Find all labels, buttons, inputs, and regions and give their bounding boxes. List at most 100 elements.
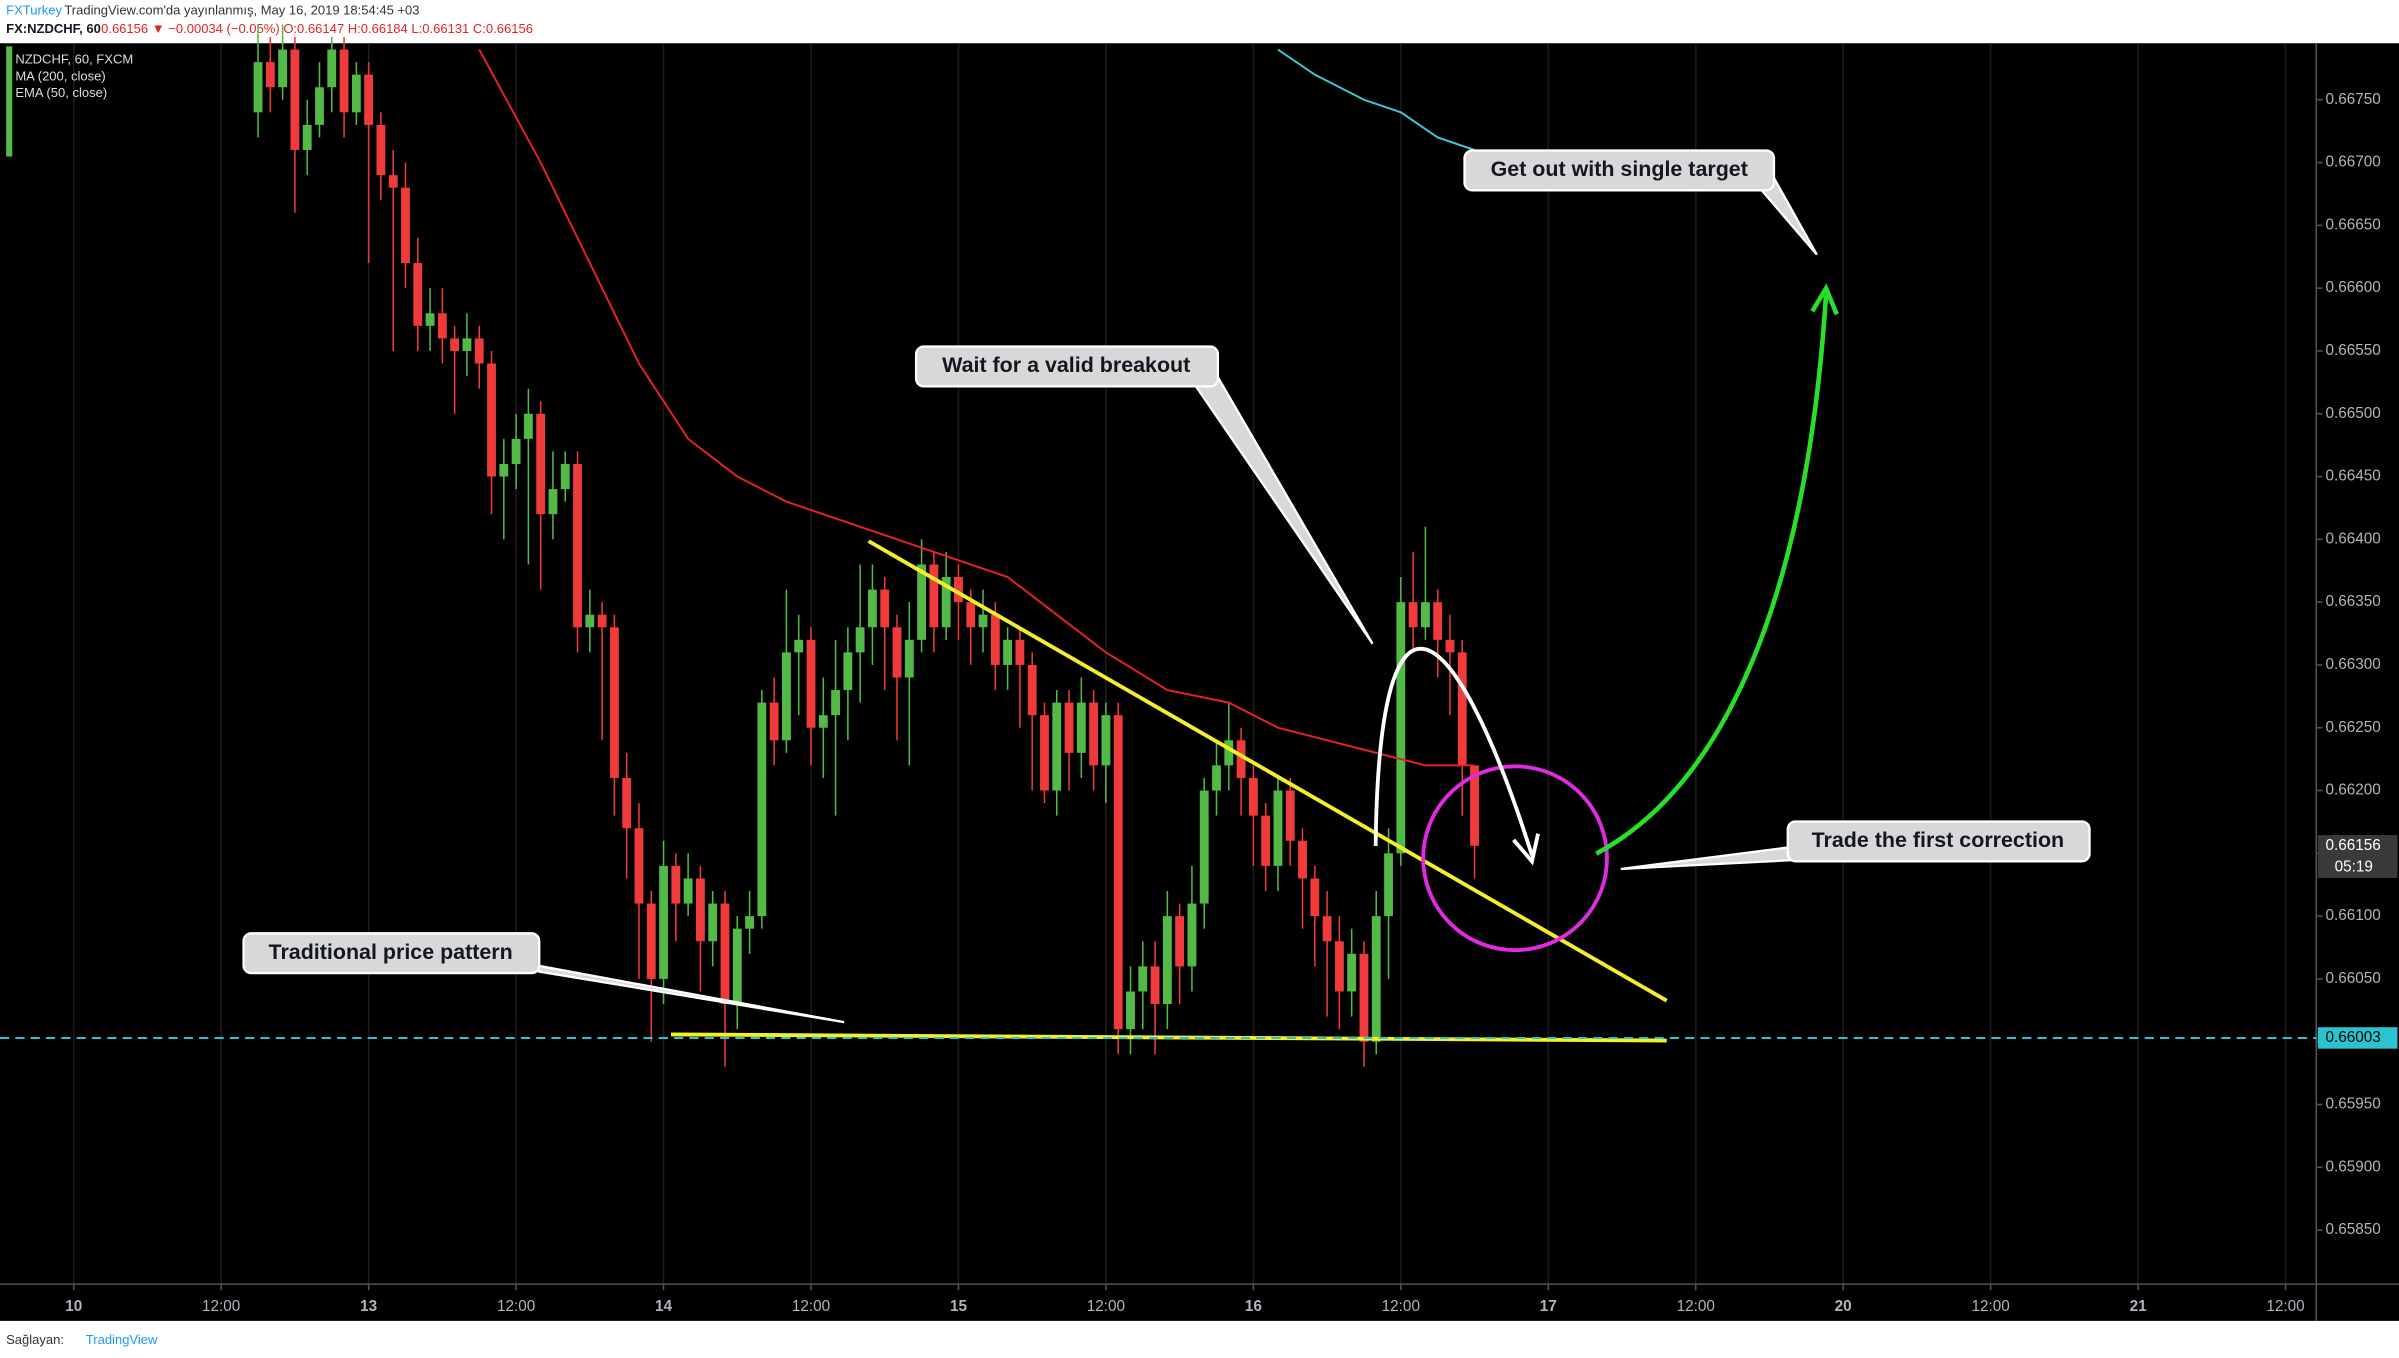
candle-body (1175, 916, 1185, 967)
callout-text: Wait for a valid breakout (942, 353, 1190, 377)
candle-body (1248, 777, 1258, 816)
candle-body (1261, 815, 1271, 866)
target-arrow (1595, 294, 1829, 856)
candle-body (1359, 953, 1369, 1042)
candle-body (425, 313, 435, 326)
candle-body (1187, 903, 1197, 967)
candle-body (1236, 740, 1246, 778)
callout-text: Get out with single target (1491, 157, 1748, 181)
footer-brand: TradingView (86, 1332, 158, 1347)
x-tick-label: 13 (360, 1298, 377, 1315)
candle-body (585, 614, 595, 628)
candle-body (1126, 991, 1135, 1030)
candle-body (278, 49, 288, 88)
candle-body (401, 187, 410, 264)
candle-body (499, 463, 509, 477)
candle-body (1371, 916, 1381, 1042)
candle-body (351, 74, 361, 113)
marks (253, 24, 1479, 1067)
candle-body (1310, 878, 1320, 917)
candle-body (376, 124, 386, 176)
candle-body (437, 313, 447, 339)
candle-body (917, 564, 927, 640)
candle-body (1212, 765, 1221, 791)
candle-body (880, 589, 890, 628)
y-tick-label: 0.66600 (2325, 279, 2380, 296)
candle-body (413, 263, 423, 326)
y-tick-label: 0.66300 (2325, 656, 2380, 673)
candle-body (708, 903, 718, 942)
x-tick-label: 14 (655, 1298, 673, 1315)
candle-body (302, 124, 312, 151)
callout: Trade the first correction (1620, 820, 2091, 871)
candle-body (339, 49, 349, 113)
callout-box (1463, 149, 1776, 192)
x-tick-label: 12:00 (792, 1298, 830, 1315)
correction-arrow (1373, 646, 1534, 856)
candle-body (843, 652, 853, 691)
arrow-head (1810, 283, 1839, 316)
candle-body (1457, 652, 1467, 766)
callout-text: Trade the first correction (1812, 828, 2065, 852)
candle-body (659, 865, 668, 979)
candle-body (253, 62, 263, 113)
candle-body (548, 489, 558, 515)
y-tick-label: 0.66350 (2325, 593, 2380, 610)
candle-body (646, 903, 656, 979)
callout: Traditional price pattern (242, 932, 845, 1024)
candle-body (831, 690, 841, 716)
candle-body (462, 338, 472, 351)
candle-body (818, 715, 828, 728)
candle-body (1347, 953, 1357, 992)
y-tick-label: 0.65950 (2325, 1096, 2380, 1113)
candle-body (474, 338, 484, 364)
candle-body (560, 463, 570, 490)
y-tick-label: 0.65850 (2325, 1221, 2380, 1238)
level-label: 0.66003 (2325, 1029, 2380, 1046)
indicator-line (1277, 48, 1475, 151)
last-price-tag (2317, 835, 2398, 878)
legend-entry: MA (200, close) (15, 68, 105, 83)
candle-body (732, 928, 742, 1005)
y-tick-label: 0.66650 (2325, 216, 2380, 233)
candle-body (487, 363, 496, 477)
candle-body (1470, 765, 1479, 846)
x-tick-label: 12:00 (1972, 1298, 2010, 1315)
candle-body (1076, 702, 1086, 753)
candle-body (720, 903, 730, 1005)
candle-body (1224, 740, 1234, 766)
candle-body (388, 175, 398, 188)
y-tick-label: 0.66450 (2325, 468, 2380, 485)
y-tick-label: 0.66200 (2325, 782, 2380, 799)
last-price-label: 0.66156 (2325, 837, 2380, 854)
candle-body (794, 639, 804, 653)
quote: 0.66156 ▼ −0.00034 (−0.05%) O:0.66147 H:… (101, 21, 533, 36)
x-tick-label: 17 (1540, 1298, 1557, 1315)
candle-body (1334, 941, 1344, 992)
candle-body (1384, 853, 1393, 917)
candle-body (769, 702, 779, 741)
candle-body (265, 62, 275, 88)
candle-body (671, 865, 681, 904)
volume-hint (6, 46, 13, 157)
candle-body (1445, 639, 1455, 653)
y-tick-label: 0.66250 (2325, 719, 2380, 736)
trend-line (867, 539, 1668, 1003)
candle-body (1273, 790, 1283, 866)
candle-body (695, 878, 705, 942)
candle-body (573, 463, 582, 628)
symbol: FX:NZDCHF, 60 (6, 21, 101, 36)
candle-body (634, 828, 644, 904)
publisher: FXTurkey (6, 3, 62, 18)
published: TradingView.com'da yayınlanmış, May 16, … (64, 3, 419, 18)
y-tick-label: 0.66550 (2325, 342, 2380, 359)
candle-body (683, 878, 693, 904)
candle-body (1003, 639, 1013, 665)
candle-body (1064, 702, 1074, 753)
candle-body (806, 639, 816, 728)
candle-body (609, 627, 619, 778)
candle-body (1040, 715, 1049, 791)
x-tick-label: 12:00 (1677, 1298, 1715, 1315)
candle-body (523, 413, 533, 439)
